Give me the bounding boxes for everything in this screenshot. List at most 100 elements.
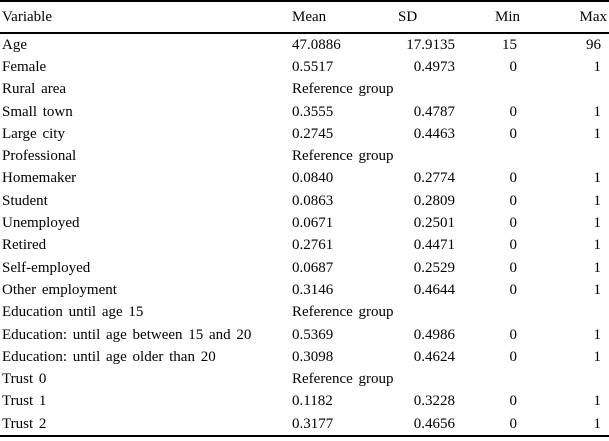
cell-variable: Education: until age older than 20 bbox=[2, 348, 216, 365]
cell-variable: Unemployed bbox=[2, 215, 80, 232]
table-row: Unemployed 0.0671 0.2501 0 1 bbox=[0, 212, 609, 234]
cell-variable: Homemaker bbox=[2, 170, 77, 187]
cell-reference-group: Reference group bbox=[292, 371, 394, 388]
cell-min: 15 bbox=[502, 36, 517, 53]
cell-variable: Trust 0 bbox=[2, 371, 47, 388]
cell-variable: Age bbox=[2, 36, 27, 53]
cell-min: 0 bbox=[509, 393, 518, 410]
cell-variable: Education: until age between 15 and 20 bbox=[2, 326, 252, 343]
cell-max: 1 bbox=[593, 348, 602, 365]
cell-max: 1 bbox=[593, 415, 602, 432]
table-row: Small town 0.3555 0.4787 0 1 bbox=[0, 101, 609, 123]
cell-min: 0 bbox=[509, 259, 518, 276]
col-header-mean: Mean bbox=[292, 8, 327, 25]
cell-sd: 0.4986 bbox=[413, 326, 455, 343]
cell-max: 96 bbox=[586, 36, 601, 53]
cell-max: 1 bbox=[593, 170, 602, 187]
cell-sd: 0.4656 bbox=[413, 415, 455, 432]
cell-mean: 0.0863 bbox=[292, 192, 334, 209]
table-row: Age 47.0886 17.9135 15 96 bbox=[0, 33, 609, 56]
table-row: Trust 1 0.1182 0.3228 0 1 bbox=[0, 391, 609, 413]
cell-min: 0 bbox=[509, 415, 518, 432]
cell-min: 0 bbox=[509, 103, 518, 120]
cell-max: 1 bbox=[593, 192, 602, 209]
cell-sd: 17.9135 bbox=[406, 36, 455, 53]
cell-sd: 0.4787 bbox=[413, 103, 455, 120]
cell-min: 0 bbox=[509, 348, 518, 365]
table-row: Other employment 0.3146 0.4644 0 1 bbox=[0, 279, 609, 301]
col-header-sd: SD bbox=[398, 8, 418, 25]
cell-min: 0 bbox=[509, 170, 518, 187]
cell-max: 1 bbox=[593, 281, 602, 298]
cell-min: 0 bbox=[509, 192, 518, 209]
table-row: Education: until age between 15 and 20 0.… bbox=[0, 324, 609, 346]
cell-variable: Student bbox=[2, 192, 48, 209]
cell-mean: 0.2745 bbox=[292, 125, 334, 142]
cell-reference-group: Reference group bbox=[292, 81, 394, 98]
cell-reference-group: Reference group bbox=[292, 304, 394, 321]
cell-min: 0 bbox=[509, 125, 518, 142]
cell-min: 0 bbox=[509, 326, 518, 343]
table-row: Education: until age older than 20 0.3098… bbox=[0, 346, 609, 368]
cell-variable: Self-employed bbox=[2, 259, 91, 276]
cell-mean: 0.2761 bbox=[292, 237, 334, 254]
cell-mean: 0.3555 bbox=[292, 103, 334, 120]
cell-sd: 0.4624 bbox=[413, 348, 455, 365]
table-row: Student 0.0863 0.2809 0 1 bbox=[0, 190, 609, 212]
cell-variable: Trust 1 bbox=[2, 393, 47, 410]
cell-sd: 0.2774 bbox=[413, 170, 455, 187]
cell-variable: Small town bbox=[2, 103, 73, 120]
cell-sd: 0.2809 bbox=[413, 192, 455, 209]
cell-variable: Trust 2 bbox=[2, 415, 47, 432]
col-header-max: Max bbox=[579, 8, 608, 25]
cell-mean: 47.0886 bbox=[292, 36, 341, 53]
cell-max: 1 bbox=[593, 125, 602, 142]
table-row: Self-employed 0.0687 0.2529 0 1 bbox=[0, 257, 609, 279]
cell-sd: 0.2501 bbox=[413, 215, 455, 232]
cell-max: 1 bbox=[593, 326, 602, 343]
cell-variable: Retired bbox=[2, 237, 47, 254]
cell-min: 0 bbox=[509, 281, 518, 298]
cell-max: 1 bbox=[593, 237, 602, 254]
table-row: Professional Reference group bbox=[0, 145, 609, 167]
table-row: Female 0.5517 0.4973 0 1 bbox=[0, 56, 609, 78]
col-header-min: Min bbox=[494, 8, 520, 25]
cell-min: 0 bbox=[509, 237, 518, 254]
table-row: Homemaker 0.0840 0.2774 0 1 bbox=[0, 168, 609, 190]
cell-min: 0 bbox=[509, 215, 518, 232]
cell-mean: 0.5369 bbox=[292, 326, 334, 343]
cell-max: 1 bbox=[593, 393, 602, 410]
table-row: Trust 0 Reference group bbox=[0, 368, 609, 390]
cell-min: 0 bbox=[509, 58, 518, 75]
cell-max: 1 bbox=[593, 215, 602, 232]
cell-mean: 0.0687 bbox=[292, 259, 334, 276]
cell-mean: 0.0671 bbox=[292, 215, 334, 232]
cell-variable: Education until age 15 bbox=[2, 304, 144, 321]
cell-sd: 0.4463 bbox=[413, 125, 455, 142]
table-body: Age 47.0886 17.9135 15 96 Female 0.5517 0.4973 0… bbox=[0, 33, 609, 436]
cell-variable: Large city bbox=[2, 125, 65, 142]
cell-sd: 0.2529 bbox=[413, 259, 455, 276]
cell-mean: 0.0840 bbox=[292, 170, 334, 187]
cell-mean: 0.3146 bbox=[292, 281, 334, 298]
table-row: Trust 2 0.3177 0.4656 0 1 bbox=[0, 413, 609, 436]
cell-sd: 0.3228 bbox=[413, 393, 455, 410]
cell-variable: Rural area bbox=[2, 81, 67, 98]
cell-sd: 0.4644 bbox=[413, 281, 455, 298]
table-header: Variable Mean SD Min Max bbox=[0, 1, 609, 33]
table-row: Rural area Reference group bbox=[0, 79, 609, 101]
cell-sd: 0.4973 bbox=[413, 58, 455, 75]
table-row: Retired 0.2761 0.4471 0 1 bbox=[0, 235, 609, 257]
cell-reference-group: Reference group bbox=[292, 148, 394, 165]
table-row: Large city 0.2745 0.4463 0 1 bbox=[0, 123, 609, 145]
cell-mean: 0.3177 bbox=[292, 415, 334, 432]
col-header-variable: Variable bbox=[2, 8, 52, 25]
cell-max: 1 bbox=[593, 103, 602, 120]
cell-variable: Professional bbox=[2, 148, 77, 165]
table-row: Education until age 15 Reference group bbox=[0, 302, 609, 324]
cell-variable: Female bbox=[2, 58, 47, 75]
cell-max: 1 bbox=[593, 58, 602, 75]
cell-mean: 0.3098 bbox=[292, 348, 334, 365]
cell-variable: Other employment bbox=[2, 281, 117, 298]
